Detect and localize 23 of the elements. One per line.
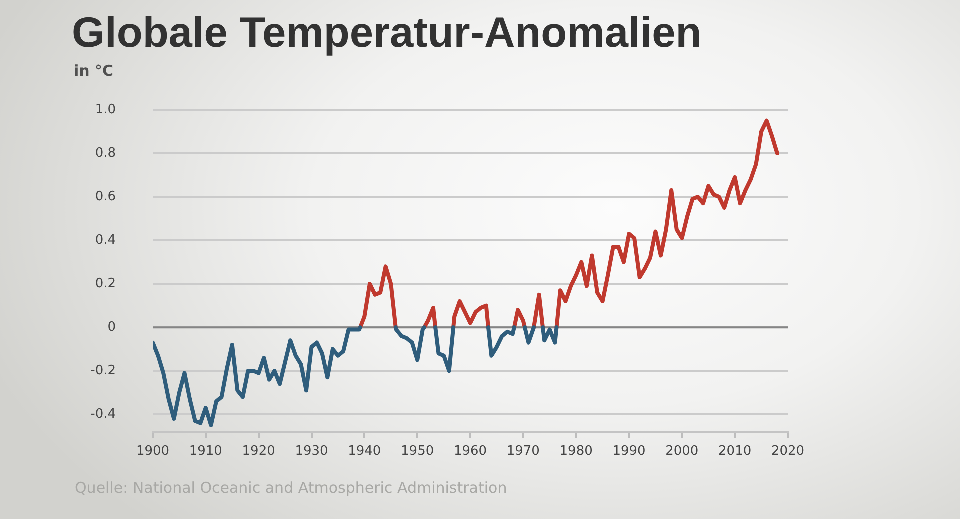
x-tick-label: 1930 xyxy=(295,444,328,460)
y-tick-label: -0.2 xyxy=(90,363,116,378)
y-tick-label: -0.4 xyxy=(90,406,116,422)
x-tick-label: 2010 xyxy=(718,444,752,460)
x-tick-label: 2000 xyxy=(666,444,699,460)
x-tick-label: 1920 xyxy=(242,444,276,460)
x-tick-label: 1980 xyxy=(560,444,593,460)
chart-title: Globale Temperatur-Anomalien xyxy=(72,10,702,57)
x-tick-label: 2020 xyxy=(771,444,805,460)
x-tick-label: 1950 xyxy=(401,444,434,460)
x-tick-label: 1990 xyxy=(612,444,646,460)
y-tick-label: 0.8 xyxy=(95,146,116,161)
y-tick-label: 0.4 xyxy=(95,232,116,248)
x-tick-label: 1970 xyxy=(506,444,540,460)
x-tick-label: 1960 xyxy=(454,444,488,460)
x-tick-label: 1910 xyxy=(189,444,222,460)
y-tick-label: 0 xyxy=(108,320,116,335)
x-tick-label: 1940 xyxy=(348,444,382,460)
y-tick-label: 0.6 xyxy=(95,189,116,204)
y-tick-label: 0.2 xyxy=(95,276,116,292)
y-tick-label: 1.0 xyxy=(95,102,116,118)
x-tick-label: 1900 xyxy=(136,444,170,460)
y-axis-title: in °C xyxy=(74,62,114,80)
